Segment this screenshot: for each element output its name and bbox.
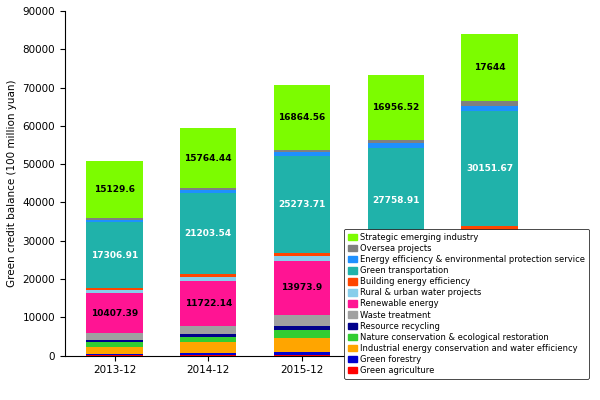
Bar — [180, 337, 236, 342]
Bar — [368, 353, 424, 355]
Bar — [86, 340, 143, 342]
Bar — [461, 351, 518, 355]
Text: 11722.14: 11722.14 — [185, 299, 232, 308]
Text: 13973.9: 13973.9 — [281, 283, 323, 292]
Bar — [461, 111, 518, 226]
Bar — [86, 220, 143, 222]
Text: 17306.91: 17306.91 — [91, 250, 138, 260]
Bar — [368, 355, 424, 356]
Bar — [461, 102, 518, 106]
Bar — [180, 334, 236, 337]
Bar — [86, 160, 143, 218]
Bar — [86, 222, 143, 288]
Bar — [86, 290, 143, 293]
Bar — [86, 288, 143, 290]
Bar — [461, 324, 518, 333]
Bar — [180, 354, 236, 355]
Text: 17644: 17644 — [473, 63, 505, 72]
Bar — [368, 319, 424, 329]
Bar — [86, 354, 143, 355]
Bar — [180, 281, 236, 326]
Bar — [368, 339, 424, 353]
Text: 15062.76: 15062.76 — [372, 286, 419, 294]
Bar — [274, 330, 330, 338]
Bar — [274, 338, 330, 352]
Bar — [274, 355, 330, 356]
Bar — [461, 355, 518, 356]
Bar — [368, 261, 424, 319]
Bar — [180, 193, 236, 274]
Bar — [461, 238, 518, 300]
Bar — [180, 342, 236, 354]
Bar — [461, 34, 518, 102]
Bar — [180, 190, 236, 193]
Text: 27758.91: 27758.91 — [372, 196, 419, 205]
Bar — [368, 329, 424, 332]
Text: 25273.71: 25273.71 — [278, 200, 326, 209]
Bar — [368, 148, 424, 254]
Bar — [461, 106, 518, 111]
Bar — [274, 256, 330, 261]
Bar — [180, 326, 236, 334]
Text: 21203.54: 21203.54 — [185, 229, 232, 238]
Bar — [180, 274, 236, 277]
Bar — [461, 231, 518, 238]
Bar — [461, 226, 518, 231]
Text: 15129.6: 15129.6 — [94, 185, 135, 194]
Bar — [274, 252, 330, 256]
Bar — [274, 326, 330, 330]
Bar — [180, 128, 236, 188]
Bar — [274, 85, 330, 150]
Bar — [368, 140, 424, 143]
Legend: Strategic emerging industry, Oversea projects, Energy efficiency & environmental: Strategic emerging industry, Oversea pro… — [344, 229, 589, 379]
Text: 30151.67: 30151.67 — [466, 164, 513, 173]
Bar — [86, 333, 143, 340]
Bar — [86, 218, 143, 220]
Bar — [461, 333, 518, 351]
Bar — [180, 355, 236, 356]
Bar — [274, 261, 330, 314]
Text: 16956.52: 16956.52 — [372, 103, 419, 112]
Bar — [368, 332, 424, 339]
Bar — [274, 352, 330, 355]
Text: 16103.17: 16103.17 — [466, 265, 513, 274]
Y-axis label: Green credit balance (100 million yuan): Green credit balance (100 million yuan) — [7, 80, 17, 287]
Text: 16864.56: 16864.56 — [278, 113, 326, 122]
Bar — [368, 257, 424, 261]
Bar — [274, 156, 330, 252]
Text: 15764.44: 15764.44 — [184, 154, 232, 163]
Text: 10407.39: 10407.39 — [91, 308, 138, 318]
Bar — [368, 75, 424, 140]
Bar — [274, 314, 330, 326]
Bar — [274, 152, 330, 156]
Bar — [180, 188, 236, 190]
Bar — [368, 254, 424, 257]
Bar — [461, 318, 518, 324]
Bar — [368, 143, 424, 148]
Bar — [86, 342, 143, 346]
Bar — [461, 300, 518, 318]
Bar — [274, 150, 330, 152]
Bar — [86, 293, 143, 333]
Bar — [86, 346, 143, 354]
Bar — [180, 277, 236, 281]
